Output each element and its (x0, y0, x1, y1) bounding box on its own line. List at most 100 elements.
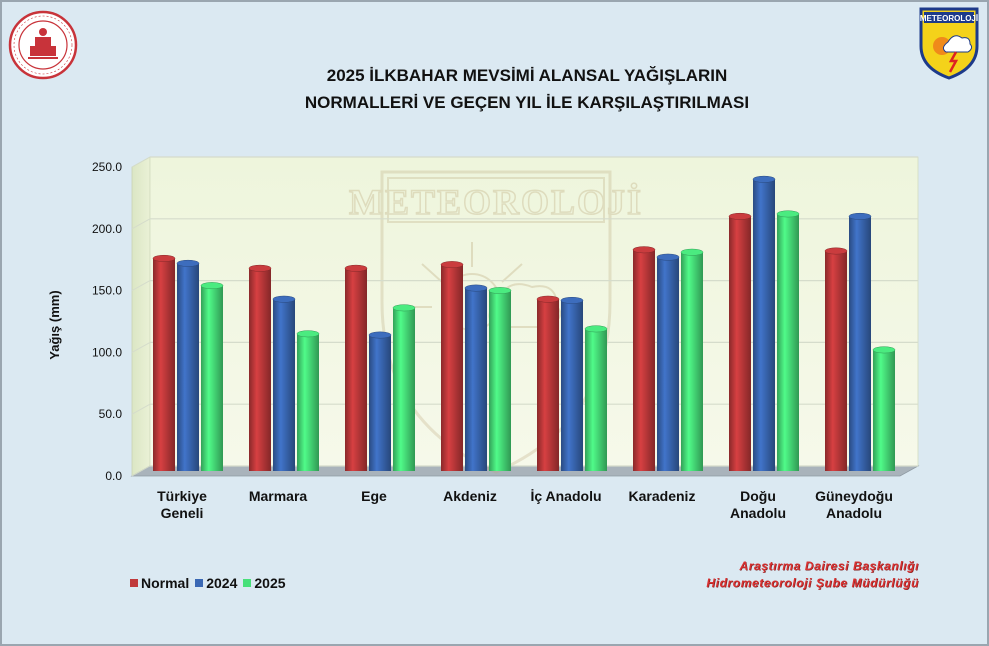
legend-swatch (130, 579, 138, 587)
bar-top (848, 212, 872, 220)
bar-2024-7 (848, 212, 872, 471)
bar-body (873, 349, 895, 471)
bar-top (464, 284, 488, 292)
legend-swatch (243, 579, 252, 587)
bar-2025-2 (392, 304, 416, 471)
bar-body (825, 250, 847, 471)
bar-2025-0 (200, 282, 224, 471)
bar-body (249, 268, 271, 471)
bar-Normal-5 (632, 246, 656, 471)
bar-Normal-6 (728, 212, 752, 471)
bar-2025-1 (296, 330, 320, 471)
bar-body (561, 300, 583, 471)
bar-2024-4 (560, 296, 584, 471)
chart-title-line-1: 2025 İLKBAHAR MEVSİMİ ALANSAL YAĞIŞLARIN (326, 66, 728, 85)
x-tick-label: Karadeniz (629, 488, 696, 504)
bar-body (753, 179, 775, 471)
x-tick-label: İç Anadolu (530, 488, 601, 504)
bar-top (440, 261, 464, 269)
legend-label: 2024 (206, 575, 238, 591)
bar-body (441, 264, 463, 471)
bar-top (176, 259, 200, 267)
legend-swatch (195, 579, 204, 587)
bar-Normal-0 (152, 254, 176, 471)
chart-title: 2025 İLKBAHAR MEVSİMİ ALANSAL YAĞIŞLARIN… (252, 62, 802, 116)
bar-top (152, 254, 176, 262)
bar-2025-5 (680, 248, 704, 471)
bar-top (872, 346, 896, 354)
bar-top (536, 295, 560, 303)
bar-Normal-4 (536, 295, 560, 471)
x-tick-label: Ege (361, 488, 387, 504)
y-tick-label: 0.0 (105, 469, 122, 483)
bar-top (392, 304, 416, 312)
bar-2025-6 (776, 210, 800, 472)
bar-body (201, 285, 223, 471)
credit-line-1: Araştırma Dairesi Başkanlığı (739, 559, 919, 573)
bar-body (393, 307, 415, 471)
bar-body (153, 258, 175, 471)
bar-body (777, 213, 799, 472)
gridline-side (131, 156, 151, 168)
x-tick-label: Marmara (249, 488, 308, 504)
bar-top (200, 282, 224, 290)
legend-label: Normal (141, 575, 190, 591)
chart-title-line-2: NORMALLERİ VE GEÇEN YIL İLE KARŞILAŞTIRI… (304, 93, 750, 112)
bar-Normal-2 (344, 264, 368, 471)
bar-body (297, 333, 319, 471)
bar-2024-2 (368, 331, 392, 471)
bar-top (584, 325, 608, 333)
ministry-seal-logo (8, 10, 78, 85)
bar-body (849, 216, 871, 471)
bar-body (729, 216, 751, 471)
y-tick-label: 100.0 (92, 345, 122, 359)
x-tick-label: Anadolu (730, 505, 786, 521)
bar-top (272, 295, 296, 303)
meteoroloji-logo: METEOROLOJİ (918, 6, 980, 85)
bar-top (344, 264, 368, 272)
gridline-side (131, 465, 151, 477)
x-tick-label: Anadolu (826, 505, 882, 521)
x-tick-label: Türkiye (157, 488, 207, 504)
legend-label: 2025 (254, 575, 286, 591)
bar-top (824, 247, 848, 255)
bar-top (368, 331, 392, 339)
bar-top (488, 287, 512, 294)
bar-body (177, 263, 199, 471)
watermark-logo: METEOROLOJİ (348, 170, 643, 474)
gridline-side (131, 218, 151, 230)
bar-2024-1 (272, 295, 296, 471)
bar-2024-6 (752, 175, 776, 471)
y-tick-label: 150.0 (92, 284, 122, 298)
bar-body (273, 299, 295, 471)
bar-top (632, 246, 656, 254)
watermark-text: METEOROLOJİ (349, 182, 643, 222)
bar-body (369, 335, 391, 471)
bar-top (728, 212, 752, 220)
bar-2025-7 (872, 346, 896, 471)
bar-body (585, 328, 607, 471)
gridline-side (131, 341, 151, 353)
bar-2024-3 (464, 284, 488, 471)
credit-text: Araştırma Dairesi Başkanlığı Hidrometeor… (706, 558, 919, 592)
bar-Normal-3 (440, 261, 464, 471)
bar-top (296, 330, 320, 338)
bar-top (752, 175, 776, 183)
bar-body (345, 268, 367, 471)
legend-item: 2024 (195, 575, 237, 591)
bar-2024-0 (176, 259, 200, 471)
bar-2025-3 (488, 287, 512, 471)
x-tick-label: Akdeniz (443, 488, 497, 504)
x-tick-label: Güneydoğu (815, 488, 893, 504)
y-tick-label: 50.0 (99, 407, 123, 421)
bar-Normal-1 (248, 264, 272, 471)
bar-top (560, 296, 584, 304)
bar-2025-4 (584, 325, 608, 471)
bar-top (680, 248, 704, 256)
legend-item: 2025 (243, 575, 286, 591)
bar-body (681, 252, 703, 471)
x-tick-label: Doğu (740, 488, 776, 504)
bar-2024-5 (656, 253, 680, 471)
